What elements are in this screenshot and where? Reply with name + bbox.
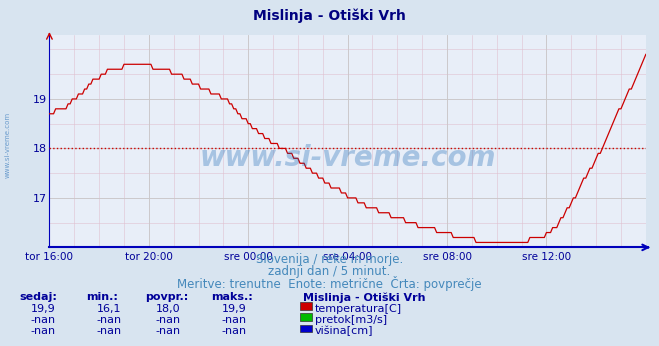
Text: višina[cm]: višina[cm]	[315, 326, 374, 336]
Text: -nan: -nan	[30, 326, 55, 336]
Text: temperatura[C]: temperatura[C]	[315, 304, 402, 314]
Text: -nan: -nan	[221, 326, 246, 336]
Text: 19,9: 19,9	[30, 304, 55, 314]
Text: Meritve: trenutne  Enote: metrične  Črta: povprečje: Meritve: trenutne Enote: metrične Črta: …	[177, 276, 482, 291]
Text: -nan: -nan	[156, 326, 181, 336]
Text: -nan: -nan	[30, 315, 55, 325]
Text: zadnji dan / 5 minut.: zadnji dan / 5 minut.	[268, 265, 391, 278]
Text: min.:: min.:	[86, 292, 117, 302]
Text: pretok[m3/s]: pretok[m3/s]	[315, 315, 387, 325]
Text: -nan: -nan	[96, 315, 121, 325]
Text: 18,0: 18,0	[156, 304, 181, 314]
Text: www.si-vreme.com: www.si-vreme.com	[200, 144, 496, 172]
Text: -nan: -nan	[221, 315, 246, 325]
Text: maks.:: maks.:	[211, 292, 252, 302]
Text: 16,1: 16,1	[96, 304, 121, 314]
Text: Mislinja - Otiški Vrh: Mislinja - Otiški Vrh	[303, 292, 426, 303]
Text: www.si-vreme.com: www.si-vreme.com	[5, 112, 11, 179]
Text: povpr.:: povpr.:	[145, 292, 188, 302]
Text: -nan: -nan	[96, 326, 121, 336]
Text: Slovenija / reke in morje.: Slovenija / reke in morje.	[256, 253, 403, 266]
Text: -nan: -nan	[156, 315, 181, 325]
Text: Mislinja - Otiški Vrh: Mislinja - Otiški Vrh	[253, 9, 406, 23]
Text: 19,9: 19,9	[221, 304, 246, 314]
Text: sedaj:: sedaj:	[20, 292, 57, 302]
